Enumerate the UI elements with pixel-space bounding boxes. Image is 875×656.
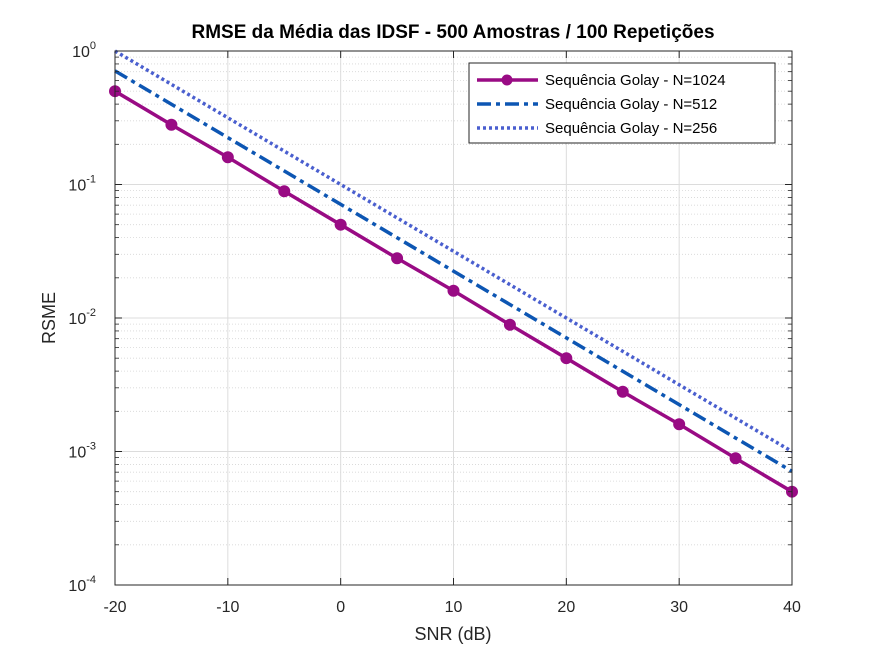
series-marker [278,185,291,198]
series-marker [447,284,460,297]
x-tick-label: -20 [103,599,126,616]
y-tick-label: 10-3 [68,441,96,462]
series-line [114,69,793,473]
series-marker [729,452,742,465]
series-marker [560,352,573,365]
legend: Sequência Golay - N=1024 Sequência Golay … [468,62,776,144]
y-tick-label: 10-4 [68,574,96,595]
legend-label: Sequência Golay - N=1024 [545,72,726,89]
x-tick-label: 20 [557,599,575,616]
series-marker [503,318,516,331]
y-tick-label: 10-1 [68,174,96,195]
x-axis-label: SNR (dB) [414,624,491,644]
x-tick-label: 0 [336,599,345,616]
ticks: 100 10-1 10-2 10-3 10-4 -20 -10 0 10 20 30 40 [68,40,801,616]
series-marker [165,118,178,131]
series-marker [673,418,686,431]
y-tick-label: 10-2 [68,307,96,328]
series-layer [109,49,798,498]
x-tick-label: 30 [670,599,688,616]
x-tick-label: 40 [783,599,801,616]
series-line [114,49,793,454]
x-tick-label: 10 [445,599,463,616]
legend-label: Sequência Golay - N=512 [545,96,717,113]
legend-label: Sequência Golay - N=256 [545,120,717,137]
legend-marker [501,74,513,86]
y-tick-label: 100 [72,40,96,61]
series-marker [221,151,234,164]
series-marker [391,252,404,265]
series-marker [616,385,629,398]
y-axis-label: RSME [39,292,59,344]
x-tick-label: -10 [216,599,239,616]
chart-title: RMSE da Média das IDSF - 500 Amostras / … [191,22,714,43]
series-marker [334,218,347,231]
